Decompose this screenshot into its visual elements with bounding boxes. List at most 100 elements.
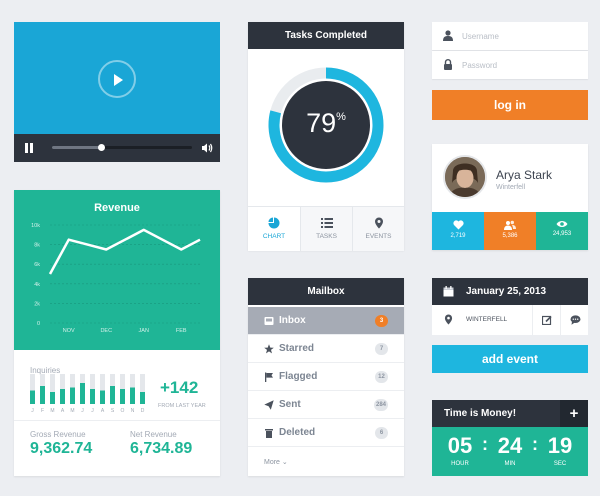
- inquiry-month-label: A: [61, 408, 65, 414]
- revenue-series-line: [48, 228, 201, 275]
- more-label: More: [264, 459, 280, 466]
- event-date: January 25, 2013: [466, 286, 547, 297]
- seek-bar[interactable]: [52, 144, 192, 151]
- inquiry-month-label: N: [131, 408, 135, 414]
- event-date-header: January 25, 2013: [432, 278, 588, 305]
- seek-handle[interactable]: [98, 144, 105, 151]
- map-pin-icon: [374, 217, 383, 229]
- edit-icon: [542, 315, 552, 325]
- gross-revenue-label: Gross Revenue: [30, 430, 86, 439]
- mailbox-item-flagged[interactable]: Flagged 12: [248, 363, 404, 391]
- pause-icon[interactable]: [24, 143, 34, 153]
- inquiry-month-label: A: [101, 408, 105, 414]
- plus-icon: +: [569, 405, 579, 422]
- mailbox-item-count: 6: [375, 427, 388, 439]
- tasks-donut-chart: [268, 67, 384, 183]
- revenue-line-chart: 10k 8k 6k 4k 2k 0 NOV DEC JAN FEB: [31, 223, 201, 334]
- y-tick-label: 8k: [34, 243, 40, 249]
- inquiry-bar: [40, 386, 45, 404]
- mailbox-title: Mailbox: [248, 278, 404, 305]
- countdown: 05 : 24 : 19 HOUR MIN SEC: [432, 427, 588, 476]
- list-icon: [320, 218, 333, 228]
- login-form: log in: [432, 22, 588, 124]
- inquiries-label: Inquiries: [30, 366, 61, 375]
- mailbox-item-label: Sent: [279, 399, 301, 410]
- edit-event-button[interactable]: [532, 305, 560, 335]
- y-tick-label: 10k: [31, 223, 40, 229]
- inquiry-month-label: M: [50, 408, 54, 414]
- paper-plane-icon: [264, 400, 274, 410]
- mailbox-item-count: 284: [373, 399, 388, 411]
- inquiry-month-label: M: [70, 408, 74, 414]
- tab-chart-label: CHART: [262, 233, 286, 240]
- mailbox-more-link[interactable]: More ⌄: [264, 458, 288, 466]
- inquiry-bar: [80, 383, 85, 404]
- user-icon: [443, 30, 453, 41]
- password-input[interactable]: [462, 57, 580, 73]
- mailbox-item-label: Deleted: [279, 427, 316, 438]
- inquiry-bar-track: [140, 374, 145, 404]
- mailbox-item-label: Starred: [279, 343, 315, 354]
- avatar-image: [445, 157, 485, 197]
- login-button[interactable]: log in: [432, 90, 588, 120]
- tab-chart[interactable]: CHART: [248, 207, 300, 251]
- video-screen[interactable]: [14, 22, 220, 134]
- profile-location: Winterfell: [496, 184, 526, 191]
- mailbox-item-sent[interactable]: Sent 284: [248, 391, 404, 419]
- tasks-title: Tasks Completed: [248, 22, 404, 49]
- add-event-button[interactable]: add event: [432, 345, 588, 373]
- timer-seconds: 19: [547, 433, 573, 458]
- video-player: [14, 22, 220, 162]
- username-input[interactable]: [462, 28, 580, 44]
- timer-separator: :: [532, 434, 538, 454]
- tab-tasks[interactable]: TASKS: [300, 207, 352, 251]
- inquiry-bar-track: [100, 374, 105, 404]
- inquiry-bar-track: [30, 374, 35, 404]
- inquiry-bar: [60, 389, 65, 404]
- inquiry-month-label: S: [111, 408, 115, 414]
- revenue-widget: Revenue 10k 8k 6k 4k 2k 0 NOV DEC JAN FEB Inquiri…: [14, 190, 220, 476]
- inquiry-bar: [100, 390, 105, 404]
- comment-event-button[interactable]: [560, 305, 588, 335]
- timer-hours: 05: [447, 433, 473, 458]
- event-widget: January 25, 2013 WINTERFELL add event: [432, 278, 588, 374]
- friends-stat[interactable]: 5,386: [484, 212, 536, 250]
- password-field-wrap: [432, 51, 588, 79]
- inquiry-bar: [30, 390, 35, 404]
- inquiry-bar: [110, 386, 115, 404]
- mailbox-item-deleted[interactable]: Deleted 6: [248, 419, 404, 447]
- play-button[interactable]: [98, 60, 136, 98]
- mailbox-item-starred[interactable]: Starred 7: [248, 335, 404, 363]
- volume-icon[interactable]: [201, 142, 213, 154]
- tasks-percent: 79%: [248, 108, 404, 139]
- mailbox-item-count: 12: [375, 371, 388, 383]
- event-place: WINTERFELL: [466, 316, 508, 323]
- mailbox-item-label: Inbox: [279, 315, 306, 326]
- y-tick-label: 0: [37, 321, 40, 327]
- flag-icon: [265, 372, 273, 382]
- lock-icon: [444, 59, 452, 70]
- views-count: 24,953: [552, 231, 572, 237]
- tab-tasks-label: TASKS: [316, 233, 337, 240]
- event-info: WINTERFELL: [432, 305, 588, 335]
- mailbox-item-inbox[interactable]: Inbox 3: [248, 307, 404, 335]
- pie-chart-icon: [268, 217, 280, 229]
- likes-stat[interactable]: 2,719: [432, 212, 484, 250]
- comment-icon: [570, 315, 581, 325]
- x-tick-label: FEB: [176, 328, 187, 334]
- tab-events[interactable]: EVENTS: [352, 207, 404, 251]
- x-tick-label: NOV: [63, 328, 75, 334]
- timer-minutes: 24: [497, 433, 523, 458]
- add-timer-button[interactable]: +: [560, 400, 588, 427]
- friends-count: 5,386: [502, 233, 518, 239]
- inquiry-month-label: O: [121, 408, 125, 414]
- mailbox-item-count: 3: [375, 315, 388, 327]
- heart-icon: [452, 220, 464, 230]
- trash-icon: [265, 429, 273, 438]
- inquiry-month-label: D: [141, 408, 145, 414]
- avatar[interactable]: [443, 155, 487, 199]
- views-stat[interactable]: 24,953: [536, 212, 588, 250]
- video-controls: [14, 134, 220, 162]
- inquiry-bar: [140, 392, 145, 404]
